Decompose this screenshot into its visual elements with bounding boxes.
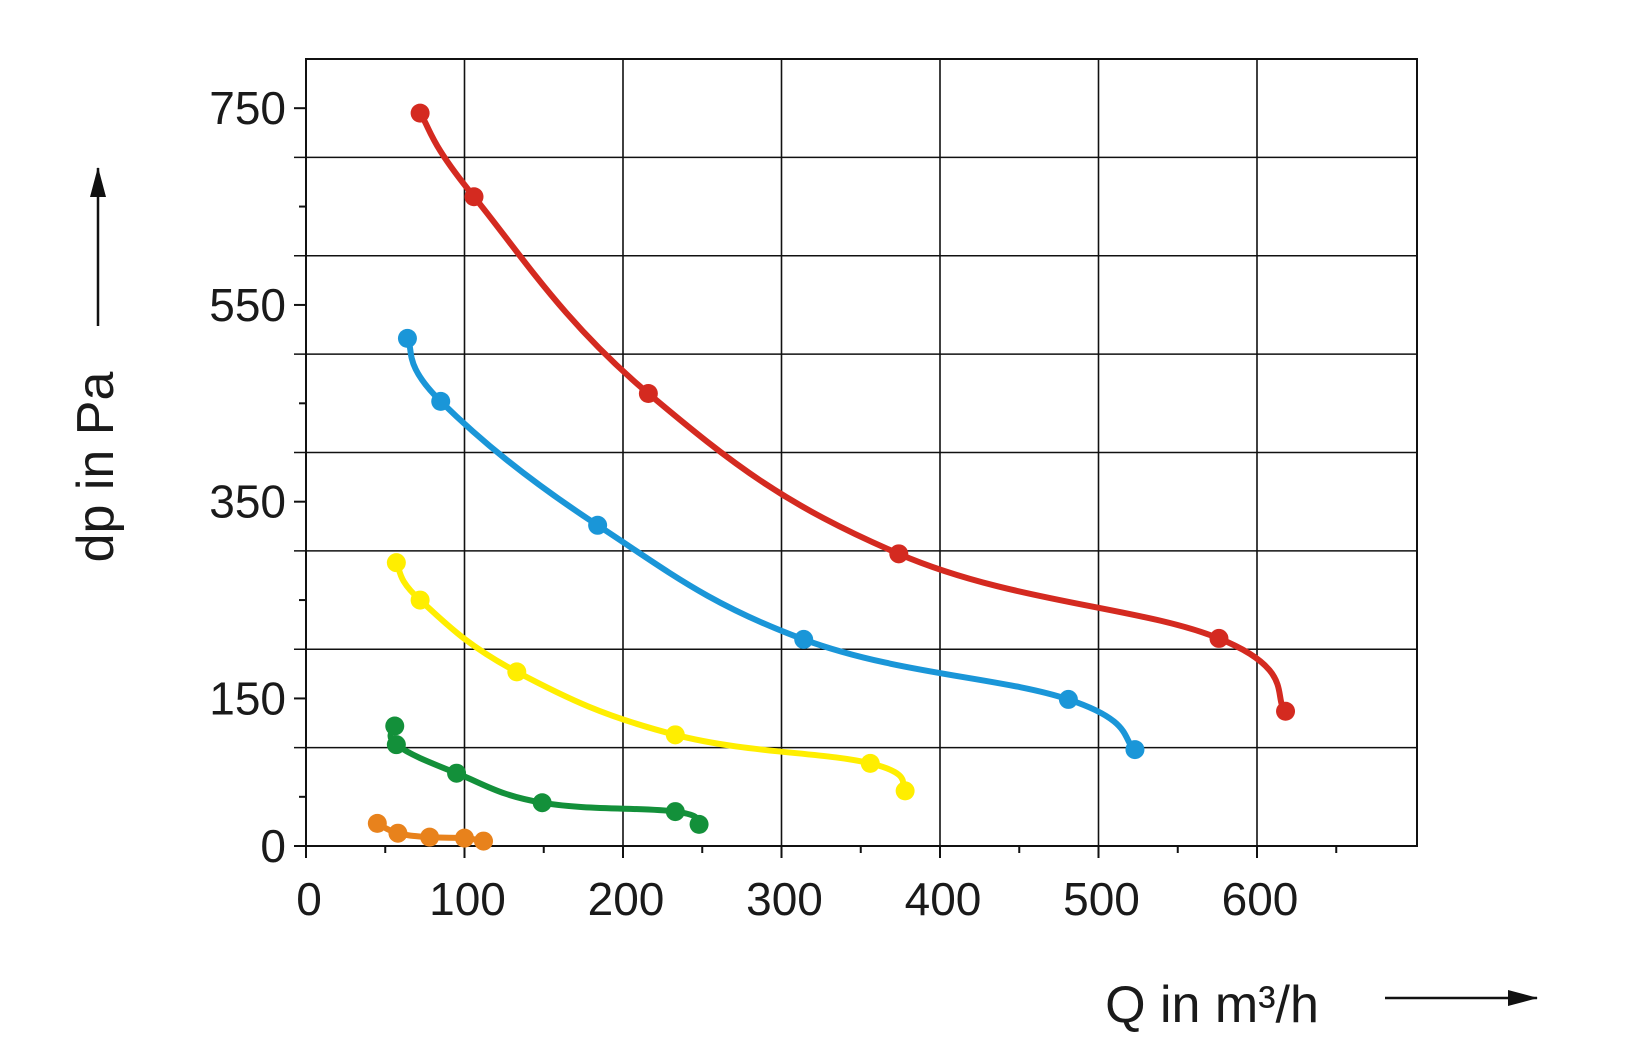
data-point — [794, 629, 814, 649]
series-4 — [385, 716, 709, 834]
series-3 — [386, 553, 915, 801]
data-point — [665, 802, 685, 822]
series-5 — [367, 813, 494, 851]
grid — [294, 59, 1417, 846]
data-point — [895, 781, 915, 801]
data-point — [397, 328, 417, 348]
data-point — [474, 831, 494, 851]
data-point — [420, 827, 440, 847]
series-line — [404, 335, 1138, 753]
series-2 — [397, 328, 1145, 760]
x-tick-label: 100 — [429, 873, 506, 925]
data-point — [638, 383, 658, 403]
y-tick-label: 150 — [209, 672, 286, 724]
data-point — [689, 814, 709, 834]
series-line — [417, 110, 1289, 715]
data-point — [367, 813, 387, 833]
y-tick-label: 750 — [209, 82, 286, 134]
data-point — [386, 553, 406, 573]
x-tick-label: 400 — [905, 873, 982, 925]
x-tick-label: 200 — [588, 873, 665, 925]
data-point — [410, 590, 430, 610]
x-tick-label: 500 — [1063, 873, 1140, 925]
x-tick-label: 600 — [1222, 873, 1299, 925]
y-axis-label: dp in Pa — [67, 372, 125, 563]
data-point — [447, 763, 467, 783]
data-point — [1125, 740, 1145, 760]
x-tick-label: 300 — [746, 873, 823, 925]
data-point — [431, 391, 451, 411]
data-point — [1276, 701, 1296, 721]
y-tick-label: 550 — [209, 279, 286, 331]
data-point — [860, 753, 880, 773]
data-point — [386, 735, 406, 755]
axis-ticks: 0 150 350 550 750 0 100 200 300 400 500 600 — [209, 82, 1338, 925]
data-point — [532, 793, 552, 813]
series-1 — [410, 103, 1296, 721]
data-point — [388, 823, 408, 843]
y-tick-label: 350 — [209, 476, 286, 528]
series-line — [393, 559, 909, 794]
data-point — [889, 544, 909, 564]
data-point — [507, 662, 527, 682]
data-point — [1209, 628, 1229, 648]
y-tick-label: 0 — [260, 820, 286, 872]
data-point — [588, 515, 608, 535]
data-point — [455, 828, 474, 848]
data-point — [385, 716, 405, 736]
data-point — [665, 725, 685, 745]
data-point — [464, 187, 484, 207]
data-point — [1058, 689, 1078, 709]
data-point — [410, 103, 430, 123]
x-tick-label: 0 — [296, 873, 322, 925]
x-axis-label: Q in m³/h — [1105, 976, 1319, 1034]
series-group — [367, 103, 1296, 851]
